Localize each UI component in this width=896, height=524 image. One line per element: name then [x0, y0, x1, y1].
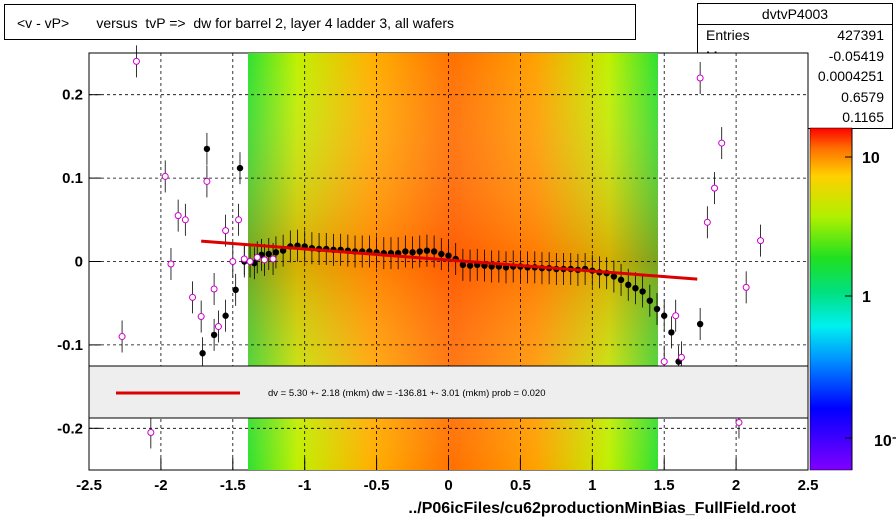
data-point: [430, 248, 438, 255]
data-point-open: [757, 237, 765, 245]
data-point-open: [269, 255, 277, 263]
data-point-open: [203, 177, 211, 185]
stats-name: dvtvP4003: [698, 4, 892, 25]
axes: -2.5 -2 -1.5 -1 -0.5 0 0.5 1 1.5 2 2.5 0.2 0.1 0 -0.1 -…: [57, 87, 818, 494]
data-point-open: [189, 293, 197, 301]
data-point: [632, 284, 639, 292]
data-point: [668, 329, 675, 336]
data-point-open: [197, 313, 205, 321]
data-point-open: [167, 260, 175, 268]
colorbar-label: 1: [862, 289, 871, 306]
y-tick-label: -0.1: [57, 337, 83, 354]
data-point: [199, 350, 206, 357]
data-point: [466, 262, 474, 269]
data-point: [625, 281, 632, 289]
data-point-open: [260, 256, 268, 264]
x-tick-label: -1.5: [220, 477, 246, 494]
fit-legend-text: dv = 5.30 +- 2.18 (mkm) dw = -136.81 +- …: [268, 388, 545, 399]
data-point-open: [235, 216, 243, 224]
data-point-open: [742, 283, 750, 291]
data-point: [203, 145, 211, 153]
x-tick-label: -0.5: [364, 477, 390, 494]
data-point: [639, 288, 646, 295]
y-tick-label: 0.2: [62, 87, 83, 104]
data-point: [661, 312, 668, 319]
data-point: [232, 286, 239, 294]
data-point-open: [222, 227, 230, 235]
data-point: [617, 276, 625, 284]
data-point: [272, 249, 280, 256]
stats-value: 0.1165: [842, 109, 884, 125]
data-point: [409, 249, 416, 256]
data-point-open: [735, 418, 743, 426]
x-tick-label: -2: [154, 477, 167, 494]
data-point: [610, 273, 618, 280]
x-tick-label: -1: [298, 477, 311, 494]
y-tick-label: 0.1: [62, 170, 83, 187]
x-tick-label: 0: [444, 477, 452, 494]
y-tick-label: -0.2: [57, 420, 83, 437]
data-point: [265, 250, 272, 258]
stats-row-entries: Entries 427391: [698, 25, 892, 46]
y-tick-label: 0: [75, 254, 83, 271]
data-point: [236, 164, 244, 172]
x-tick-label: 2: [732, 477, 740, 494]
data-point: [438, 250, 445, 258]
x-tick-label: 1: [588, 477, 596, 494]
data-point-open: [132, 57, 140, 65]
data-point: [646, 297, 654, 304]
data-point-open: [174, 212, 182, 220]
stats-key: Entries: [706, 27, 750, 43]
data-point: [210, 331, 218, 339]
fit-line: [201, 239, 698, 281]
data-point-open: [677, 353, 685, 361]
data-point-open: [246, 258, 254, 265]
x-tick-label: 1.5: [654, 477, 675, 494]
data-point-open: [660, 358, 668, 366]
title-box: <v - vP> versus tvP => dw for barrel 2, …: [4, 4, 636, 40]
data-point-open: [703, 218, 711, 226]
data-point-open: [210, 285, 218, 293]
data-point-open: [711, 184, 719, 192]
data-point-open: [696, 74, 704, 82]
data-point-open: [161, 172, 169, 180]
stats-value: -0.05419: [828, 47, 884, 64]
plot-title: <v - vP> versus tvP => dw for barrel 2, …: [17, 15, 455, 31]
data-point-open: [147, 428, 155, 436]
data-point-open: [181, 216, 189, 224]
data-point: [279, 247, 287, 254]
data-point: [445, 252, 452, 259]
data-point-open: [229, 258, 237, 265]
data-point-open: [214, 323, 222, 331]
colorbar-label: 10: [862, 150, 880, 167]
data-point-open: [672, 312, 680, 320]
colorbar: [809, 127, 853, 471]
stats-value: 0.6579: [841, 88, 884, 105]
data-point: [402, 248, 409, 255]
data-point-open: [118, 333, 126, 341]
data-point-open: [253, 253, 261, 261]
data-point: [416, 248, 423, 255]
x-tick-label: -2.5: [76, 477, 102, 494]
colorbar-label: 10⁻¹: [874, 433, 896, 450]
data-point: [653, 305, 661, 313]
data-point-open: [718, 139, 726, 147]
data-point: [696, 320, 704, 328]
stats-value: 0.0004251: [817, 68, 884, 84]
data-point-open: [240, 255, 248, 263]
stats-value: 427391: [837, 27, 884, 43]
data-point: [459, 261, 467, 269]
x-tick-label: 0.5: [510, 477, 531, 494]
x-tick-label: 2.5: [798, 477, 819, 494]
x-axis-label: ../P06icFiles/cu62productionMinBias_Full…: [408, 500, 796, 517]
data-point: [222, 312, 229, 319]
data-point: [423, 247, 431, 254]
